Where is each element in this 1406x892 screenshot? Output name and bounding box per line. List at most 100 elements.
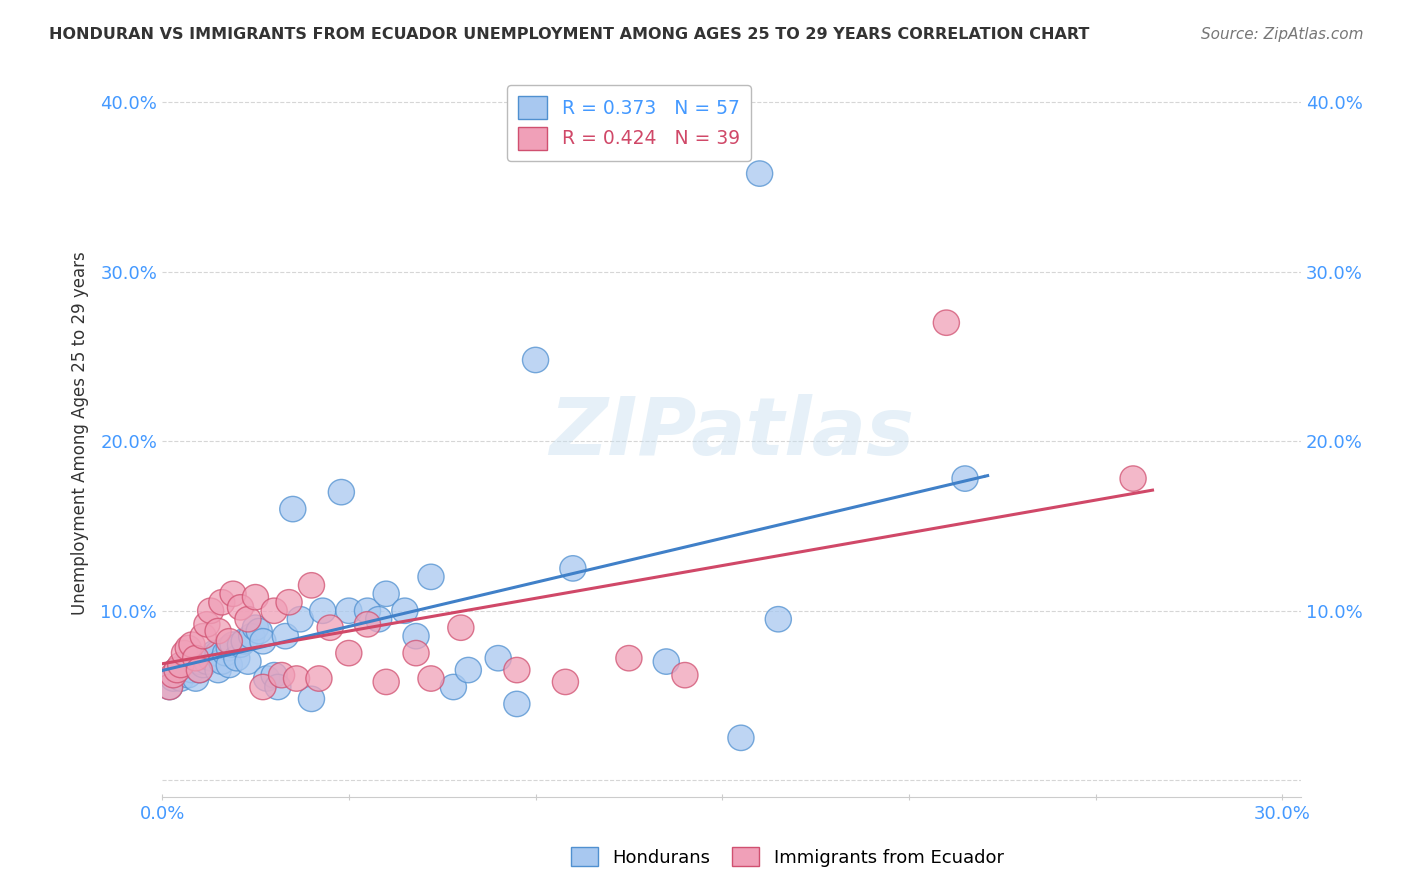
Ellipse shape — [165, 657, 190, 682]
Ellipse shape — [208, 590, 235, 615]
Ellipse shape — [728, 725, 754, 750]
Ellipse shape — [187, 657, 212, 682]
Ellipse shape — [253, 665, 280, 691]
Ellipse shape — [198, 598, 224, 624]
Ellipse shape — [231, 629, 257, 654]
Ellipse shape — [503, 691, 530, 716]
Ellipse shape — [198, 646, 224, 671]
Text: Source: ZipAtlas.com: Source: ZipAtlas.com — [1201, 27, 1364, 42]
Ellipse shape — [447, 615, 474, 640]
Ellipse shape — [440, 674, 467, 699]
Ellipse shape — [418, 564, 444, 590]
Ellipse shape — [354, 598, 381, 624]
Ellipse shape — [952, 466, 979, 491]
Ellipse shape — [262, 598, 287, 624]
Ellipse shape — [366, 607, 392, 632]
Ellipse shape — [172, 652, 198, 678]
Ellipse shape — [273, 624, 298, 648]
Ellipse shape — [654, 648, 679, 674]
Ellipse shape — [205, 640, 231, 665]
Ellipse shape — [217, 652, 242, 678]
Ellipse shape — [235, 607, 262, 632]
Ellipse shape — [235, 648, 262, 674]
Ellipse shape — [242, 615, 269, 640]
Ellipse shape — [183, 665, 208, 691]
Ellipse shape — [328, 479, 354, 505]
Ellipse shape — [187, 657, 212, 682]
Ellipse shape — [160, 663, 187, 688]
Ellipse shape — [404, 624, 429, 648]
Ellipse shape — [523, 347, 548, 373]
Ellipse shape — [276, 590, 302, 615]
Ellipse shape — [167, 652, 194, 678]
Ellipse shape — [298, 573, 325, 598]
Ellipse shape — [553, 669, 578, 695]
Text: HONDURAN VS IMMIGRANTS FROM ECUADOR UNEMPLOYMENT AMONG AGES 25 TO 29 YEARS CORRE: HONDURAN VS IMMIGRANTS FROM ECUADOR UNEM… — [49, 27, 1090, 42]
Ellipse shape — [201, 640, 228, 665]
Ellipse shape — [1121, 466, 1146, 491]
Ellipse shape — [156, 674, 183, 699]
Ellipse shape — [212, 640, 239, 665]
Ellipse shape — [246, 618, 273, 644]
Ellipse shape — [239, 624, 264, 648]
Ellipse shape — [373, 581, 399, 607]
Ellipse shape — [217, 635, 242, 661]
Ellipse shape — [392, 598, 418, 624]
Ellipse shape — [190, 624, 217, 648]
Ellipse shape — [224, 646, 250, 671]
Ellipse shape — [179, 632, 205, 657]
Ellipse shape — [765, 607, 792, 632]
Ellipse shape — [934, 310, 959, 335]
Ellipse shape — [456, 657, 481, 682]
Ellipse shape — [187, 648, 212, 674]
Ellipse shape — [503, 657, 530, 682]
Ellipse shape — [616, 646, 643, 671]
Ellipse shape — [219, 632, 246, 657]
Ellipse shape — [354, 612, 381, 637]
Y-axis label: Unemployment Among Ages 25 to 29 years: Unemployment Among Ages 25 to 29 years — [72, 251, 89, 615]
Ellipse shape — [217, 629, 242, 654]
Ellipse shape — [219, 581, 246, 607]
Ellipse shape — [318, 615, 343, 640]
Ellipse shape — [205, 618, 231, 644]
Ellipse shape — [373, 669, 399, 695]
Ellipse shape — [418, 665, 444, 691]
Ellipse shape — [172, 640, 198, 665]
Ellipse shape — [264, 674, 291, 699]
Ellipse shape — [179, 657, 205, 682]
Ellipse shape — [190, 652, 217, 678]
Ellipse shape — [280, 496, 307, 522]
Ellipse shape — [284, 665, 309, 691]
Ellipse shape — [242, 584, 269, 610]
Ellipse shape — [307, 665, 332, 691]
Ellipse shape — [298, 686, 325, 712]
Text: ZIPatlas: ZIPatlas — [550, 394, 914, 472]
Ellipse shape — [176, 652, 201, 678]
Ellipse shape — [165, 657, 190, 682]
Ellipse shape — [156, 674, 183, 699]
Legend: Hondurans, Immigrants from Ecuador: Hondurans, Immigrants from Ecuador — [564, 840, 1011, 874]
Ellipse shape — [176, 663, 201, 688]
Ellipse shape — [183, 646, 208, 671]
Ellipse shape — [336, 598, 361, 624]
Ellipse shape — [309, 598, 336, 624]
Ellipse shape — [672, 663, 697, 688]
Ellipse shape — [250, 629, 276, 654]
Ellipse shape — [176, 635, 201, 661]
Ellipse shape — [485, 646, 512, 671]
Ellipse shape — [205, 657, 231, 682]
Ellipse shape — [194, 612, 219, 637]
Ellipse shape — [167, 665, 194, 691]
Ellipse shape — [250, 674, 276, 699]
Ellipse shape — [194, 648, 219, 674]
Ellipse shape — [269, 663, 295, 688]
Ellipse shape — [262, 663, 287, 688]
Ellipse shape — [208, 648, 235, 674]
Ellipse shape — [160, 665, 187, 691]
Ellipse shape — [560, 556, 586, 581]
Ellipse shape — [228, 595, 253, 620]
Ellipse shape — [404, 640, 429, 665]
Legend: R = 0.373   N = 57, R = 0.424   N = 39: R = 0.373 N = 57, R = 0.424 N = 39 — [508, 85, 751, 161]
Ellipse shape — [228, 632, 253, 657]
Ellipse shape — [287, 607, 314, 632]
